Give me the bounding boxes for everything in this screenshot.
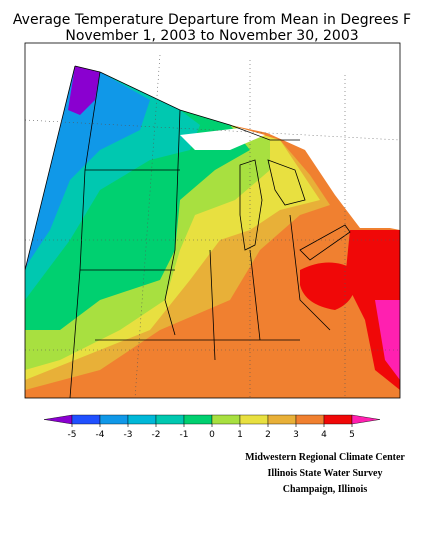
lake-michigan: [239, 159, 263, 251]
colorbar-cell: [239, 414, 269, 425]
canada: [100, 43, 400, 228]
graticule: [25, 54, 400, 398]
colorbar-tick-label: 5: [349, 430, 355, 440]
colorbar-cell: [267, 414, 297, 425]
colorbar-cell: [295, 414, 325, 425]
colorbar-arrow: [351, 414, 381, 425]
colorbar-cell: [323, 414, 353, 425]
lake-huron: [267, 159, 306, 206]
colorbar-cell: [155, 414, 185, 425]
colorbar-cell: [99, 414, 129, 425]
colorbar-arrow: [43, 414, 73, 425]
map: [25, 43, 400, 398]
colorbar-tick-label: 2: [265, 430, 271, 440]
region: [300, 262, 356, 310]
title-line: Average Temperature Departure from Mean …: [13, 12, 411, 28]
state-border: [80, 169, 300, 341]
colorbar-tick-label: 3: [293, 430, 299, 440]
region: [25, 66, 150, 270]
colorbar-tick-label: 4: [321, 430, 327, 440]
data-edge: [25, 65, 101, 271]
colorbar-cell: [71, 414, 101, 425]
credit: Midwestern Regional Climate Center: [245, 452, 405, 463]
colorbar-tick-label: -1: [180, 430, 189, 440]
lake-erie: [299, 224, 351, 261]
lake-superior: [180, 128, 265, 150]
title-line: November 1, 2003 to November 30, 2003: [65, 28, 358, 44]
colorbar: -5 -4 -3 -2 -1 0 1 2 3 4 5: [43, 414, 381, 440]
state-border: [164, 109, 331, 361]
colorbar-tick-label: -2: [152, 430, 161, 440]
colorbar-tick-label: 0: [209, 430, 215, 440]
colorbar-tick-label: -5: [68, 430, 77, 440]
colorbar-tick-label: 1: [237, 430, 243, 440]
colorbar-tick-label: -4: [96, 430, 105, 440]
region: [68, 66, 100, 115]
colorbar-cell: [183, 414, 213, 425]
colorbar-cell: [211, 414, 241, 425]
credit: Champaign, Illinois: [283, 484, 368, 495]
credit: Illinois State Water Survey: [268, 468, 383, 479]
national-border: [99, 71, 300, 141]
region: [375, 300, 400, 380]
colorbar-cell: [127, 414, 157, 425]
colorbar-tick-label: -3: [124, 430, 133, 440]
map-frame: [24, 42, 401, 399]
state-border: [69, 71, 101, 398]
